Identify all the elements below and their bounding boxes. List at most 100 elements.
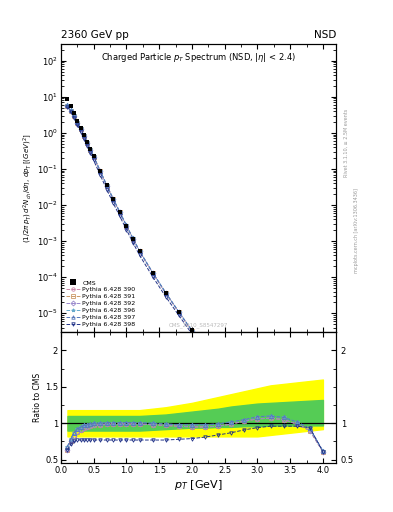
Pythia 6.428 391	[130, 236, 135, 242]
Pythia 6.428 398	[130, 240, 135, 246]
Pythia 6.428 391	[242, 398, 247, 404]
Pythia 6.428 396	[81, 132, 86, 138]
Pythia 6.428 391	[307, 482, 312, 488]
Pythia 6.428 392	[85, 139, 90, 145]
Pythia 6.428 391	[137, 248, 142, 254]
CMS	[91, 153, 96, 159]
Pythia 6.428 397	[229, 380, 233, 387]
Pythia 6.428 396	[242, 398, 247, 404]
Pythia 6.428 390	[85, 139, 90, 145]
Pythia 6.428 392	[78, 126, 83, 132]
Pythia 6.428 396	[98, 168, 103, 174]
Pythia 6.428 398	[78, 129, 83, 135]
Pythia 6.428 392	[81, 133, 86, 139]
Pythia 6.428 396	[68, 107, 73, 113]
Pythia 6.428 396	[150, 269, 155, 275]
Pythia 6.428 396	[307, 482, 312, 488]
Pythia 6.428 397	[105, 182, 109, 188]
Pythia 6.428 392	[163, 290, 168, 296]
CMS	[68, 103, 73, 109]
Pythia 6.428 398	[203, 349, 208, 355]
Pythia 6.428 396	[294, 465, 299, 471]
CMS	[98, 168, 103, 174]
Pythia 6.428 390	[98, 168, 103, 175]
Pythia 6.428 396	[281, 448, 286, 454]
CMS	[81, 132, 86, 138]
Pythia 6.428 391	[268, 432, 273, 438]
Pythia 6.428 390	[216, 364, 220, 370]
Pythia 6.428 391	[150, 270, 155, 276]
Pythia 6.428 392	[105, 182, 109, 188]
Pythia 6.428 390	[321, 504, 325, 510]
Pythia 6.428 396	[111, 196, 116, 202]
Pythia 6.428 398	[81, 136, 86, 142]
Pythia 6.428 398	[111, 200, 116, 206]
Pythia 6.428 390	[72, 113, 76, 119]
Text: NSD: NSD	[314, 30, 336, 40]
CMS	[150, 269, 155, 275]
Pythia 6.428 397	[176, 309, 181, 315]
Pythia 6.428 397	[203, 346, 208, 352]
CMS	[268, 433, 273, 439]
Pythia 6.428 398	[150, 273, 155, 280]
Pythia 6.428 391	[98, 168, 103, 175]
Pythia 6.428 398	[163, 293, 168, 300]
Pythia 6.428 397	[163, 290, 168, 296]
Pythia 6.428 397	[189, 328, 194, 334]
Pythia 6.428 397	[294, 465, 299, 471]
CMS	[111, 196, 116, 202]
Pythia 6.428 392	[98, 168, 103, 175]
CMS	[203, 345, 208, 351]
Pythia 6.428 396	[189, 328, 194, 334]
Pythia 6.428 390	[105, 182, 109, 188]
Pythia 6.428 392	[75, 119, 80, 125]
Pythia 6.428 392	[307, 482, 312, 488]
Pythia 6.428 396	[216, 364, 220, 370]
Pythia 6.428 396	[229, 380, 233, 387]
Pythia 6.428 397	[150, 269, 155, 275]
Pythia 6.428 392	[88, 146, 93, 153]
Pythia 6.428 397	[88, 146, 93, 152]
Pythia 6.428 397	[321, 504, 325, 510]
Pythia 6.428 397	[75, 119, 80, 125]
Pythia 6.428 396	[105, 182, 109, 188]
Pythia 6.428 392	[68, 108, 73, 114]
Pythia 6.428 396	[124, 222, 129, 228]
Pythia 6.428 392	[130, 236, 135, 242]
Pythia 6.428 396	[268, 431, 273, 437]
Pythia 6.428 390	[130, 236, 135, 242]
Pythia 6.428 390	[75, 119, 80, 125]
Pythia 6.428 392	[281, 449, 286, 455]
CMS	[88, 146, 93, 152]
Line: Pythia 6.428 396: Pythia 6.428 396	[65, 103, 325, 509]
Pythia 6.428 390	[255, 415, 260, 421]
CMS	[216, 363, 220, 369]
CMS	[321, 496, 325, 502]
Pythia 6.428 398	[229, 383, 233, 389]
Pythia 6.428 398	[85, 143, 90, 149]
Pythia 6.428 396	[75, 119, 80, 125]
Pythia 6.428 391	[189, 328, 194, 334]
Pythia 6.428 390	[229, 381, 233, 387]
Pythia 6.428 390	[189, 328, 194, 334]
Pythia 6.428 398	[321, 504, 325, 510]
Pythia 6.428 390	[281, 449, 286, 455]
CMS	[124, 223, 129, 229]
Pythia 6.428 392	[203, 346, 208, 352]
X-axis label: $p_T$ [GeV]: $p_T$ [GeV]	[174, 478, 223, 492]
Pythia 6.428 397	[124, 222, 129, 228]
CMS	[72, 110, 76, 116]
CMS	[229, 381, 233, 387]
Pythia 6.428 396	[65, 102, 70, 109]
Pythia 6.428 391	[105, 182, 109, 188]
Pythia 6.428 390	[78, 126, 83, 132]
Pythia 6.428 391	[88, 146, 93, 153]
Text: Rivet 3.1.10, ≥ 2.5M events: Rivet 3.1.10, ≥ 2.5M events	[344, 109, 349, 178]
Pythia 6.428 392	[255, 415, 260, 421]
Pythia 6.428 392	[118, 209, 122, 216]
Pythia 6.428 397	[130, 236, 135, 242]
Pythia 6.428 390	[150, 270, 155, 276]
Pythia 6.428 391	[321, 504, 325, 510]
Pythia 6.428 391	[65, 103, 70, 110]
Pythia 6.428 390	[268, 432, 273, 438]
